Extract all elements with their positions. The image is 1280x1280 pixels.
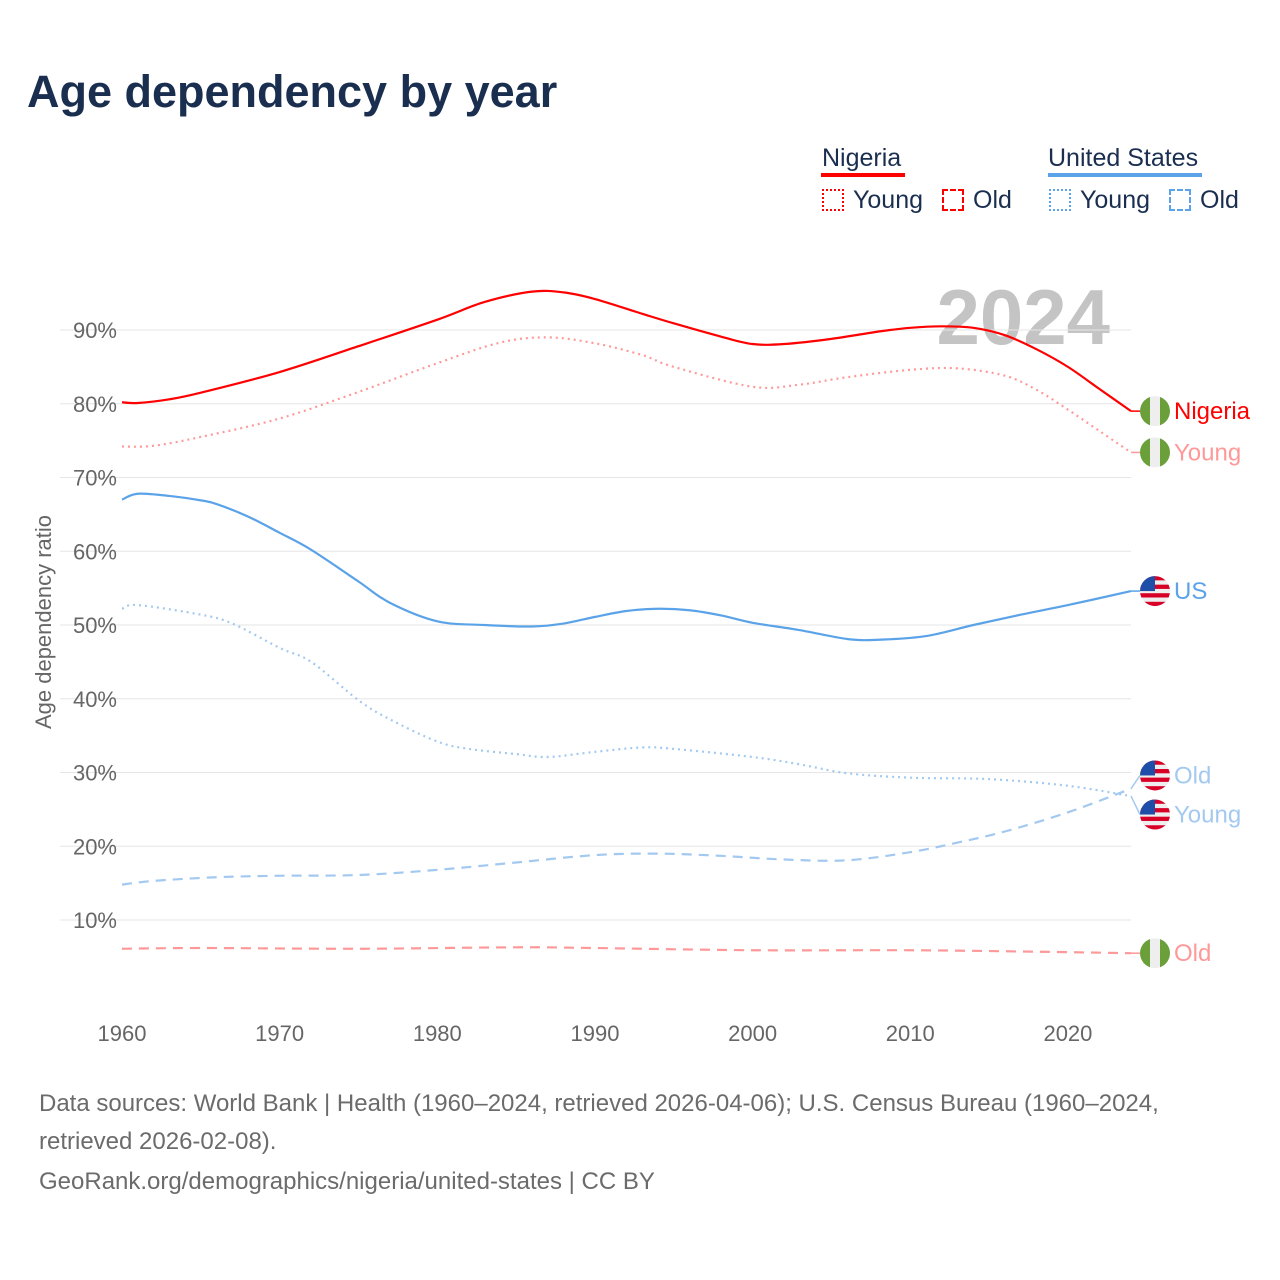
legend-nigeria-old[interactable]: Old [973,186,1012,214]
legend-swatch-dashed [942,189,964,211]
series-end-label: Old [1174,762,1211,789]
label-connector [1130,795,1141,815]
y-tick-label: 70% [73,466,117,491]
nigeria-flag-icon [1140,396,1170,427]
series-end-label: Old [1174,940,1211,967]
y-tick-label: 90% [73,318,117,343]
legend-swatch-dotted [1049,189,1071,211]
nigeria-flag-icon [1140,938,1170,969]
legend-nigeria-bar [821,173,905,177]
year-watermark: 2024 [936,273,1110,361]
footer-link[interactable]: GeoRank.org/demographics/nigeria/united-… [39,1168,655,1195]
y-tick-label: 50% [73,613,117,638]
series-line-united-states[interactable] [121,492,1132,642]
series-line-nigeria[interactable] [121,289,1132,413]
x-tick-label: 2020 [1043,1021,1092,1046]
y-tick-label: 30% [73,761,117,786]
y-tick-label: 10% [73,908,117,933]
y-tick-label: 20% [73,834,117,859]
series-end-label: Young [1174,802,1241,829]
series-end-label: US [1174,578,1207,605]
chart-title: Age dependency by year [27,66,558,117]
footer-sources: Data sources: World Bank | Health (1960–… [39,1090,1159,1117]
us-flag-icon [1140,760,1170,791]
series-line-nigeria-old[interactable] [121,946,1132,955]
series-end-label: Nigeria [1174,398,1251,425]
x-tick-label: 1970 [255,1021,304,1046]
legend-group-us[interactable]: United States [1048,144,1199,172]
legend-nigeria-young[interactable]: Young [853,186,923,214]
x-tick-label: 2010 [886,1021,935,1046]
series-line-nigeria-young[interactable] [121,336,1132,454]
legend-group-nigeria[interactable]: Nigeria [822,144,902,172]
series-line-united-states-old[interactable] [121,787,1132,886]
legend-us-young[interactable]: Young [1080,186,1150,214]
us-flag-icon [1140,576,1170,607]
legend-us-bar [1048,173,1202,177]
x-tick-label: 2000 [728,1021,777,1046]
label-connector [1130,775,1141,790]
us-flag-icon [1140,799,1170,830]
y-axis-label: Age dependency ratio [31,515,56,729]
x-tick-label: 1990 [570,1021,619,1046]
legend-swatch-dotted [822,189,844,211]
x-tick-label: 1960 [98,1021,147,1046]
legend-swatch-dashed [1169,189,1191,211]
series-line-united-states-young[interactable] [121,603,1132,798]
legend-us-old[interactable]: Old [1200,186,1239,214]
y-tick-label: 80% [73,392,117,417]
y-tick-label: 60% [73,539,117,564]
nigeria-flag-icon [1140,437,1170,468]
y-tick-label: 40% [73,687,117,712]
footer-sources-cont: retrieved 2026-02-08). [39,1128,277,1155]
series-end-label: Young [1174,439,1241,466]
x-tick-label: 1980 [413,1021,462,1046]
